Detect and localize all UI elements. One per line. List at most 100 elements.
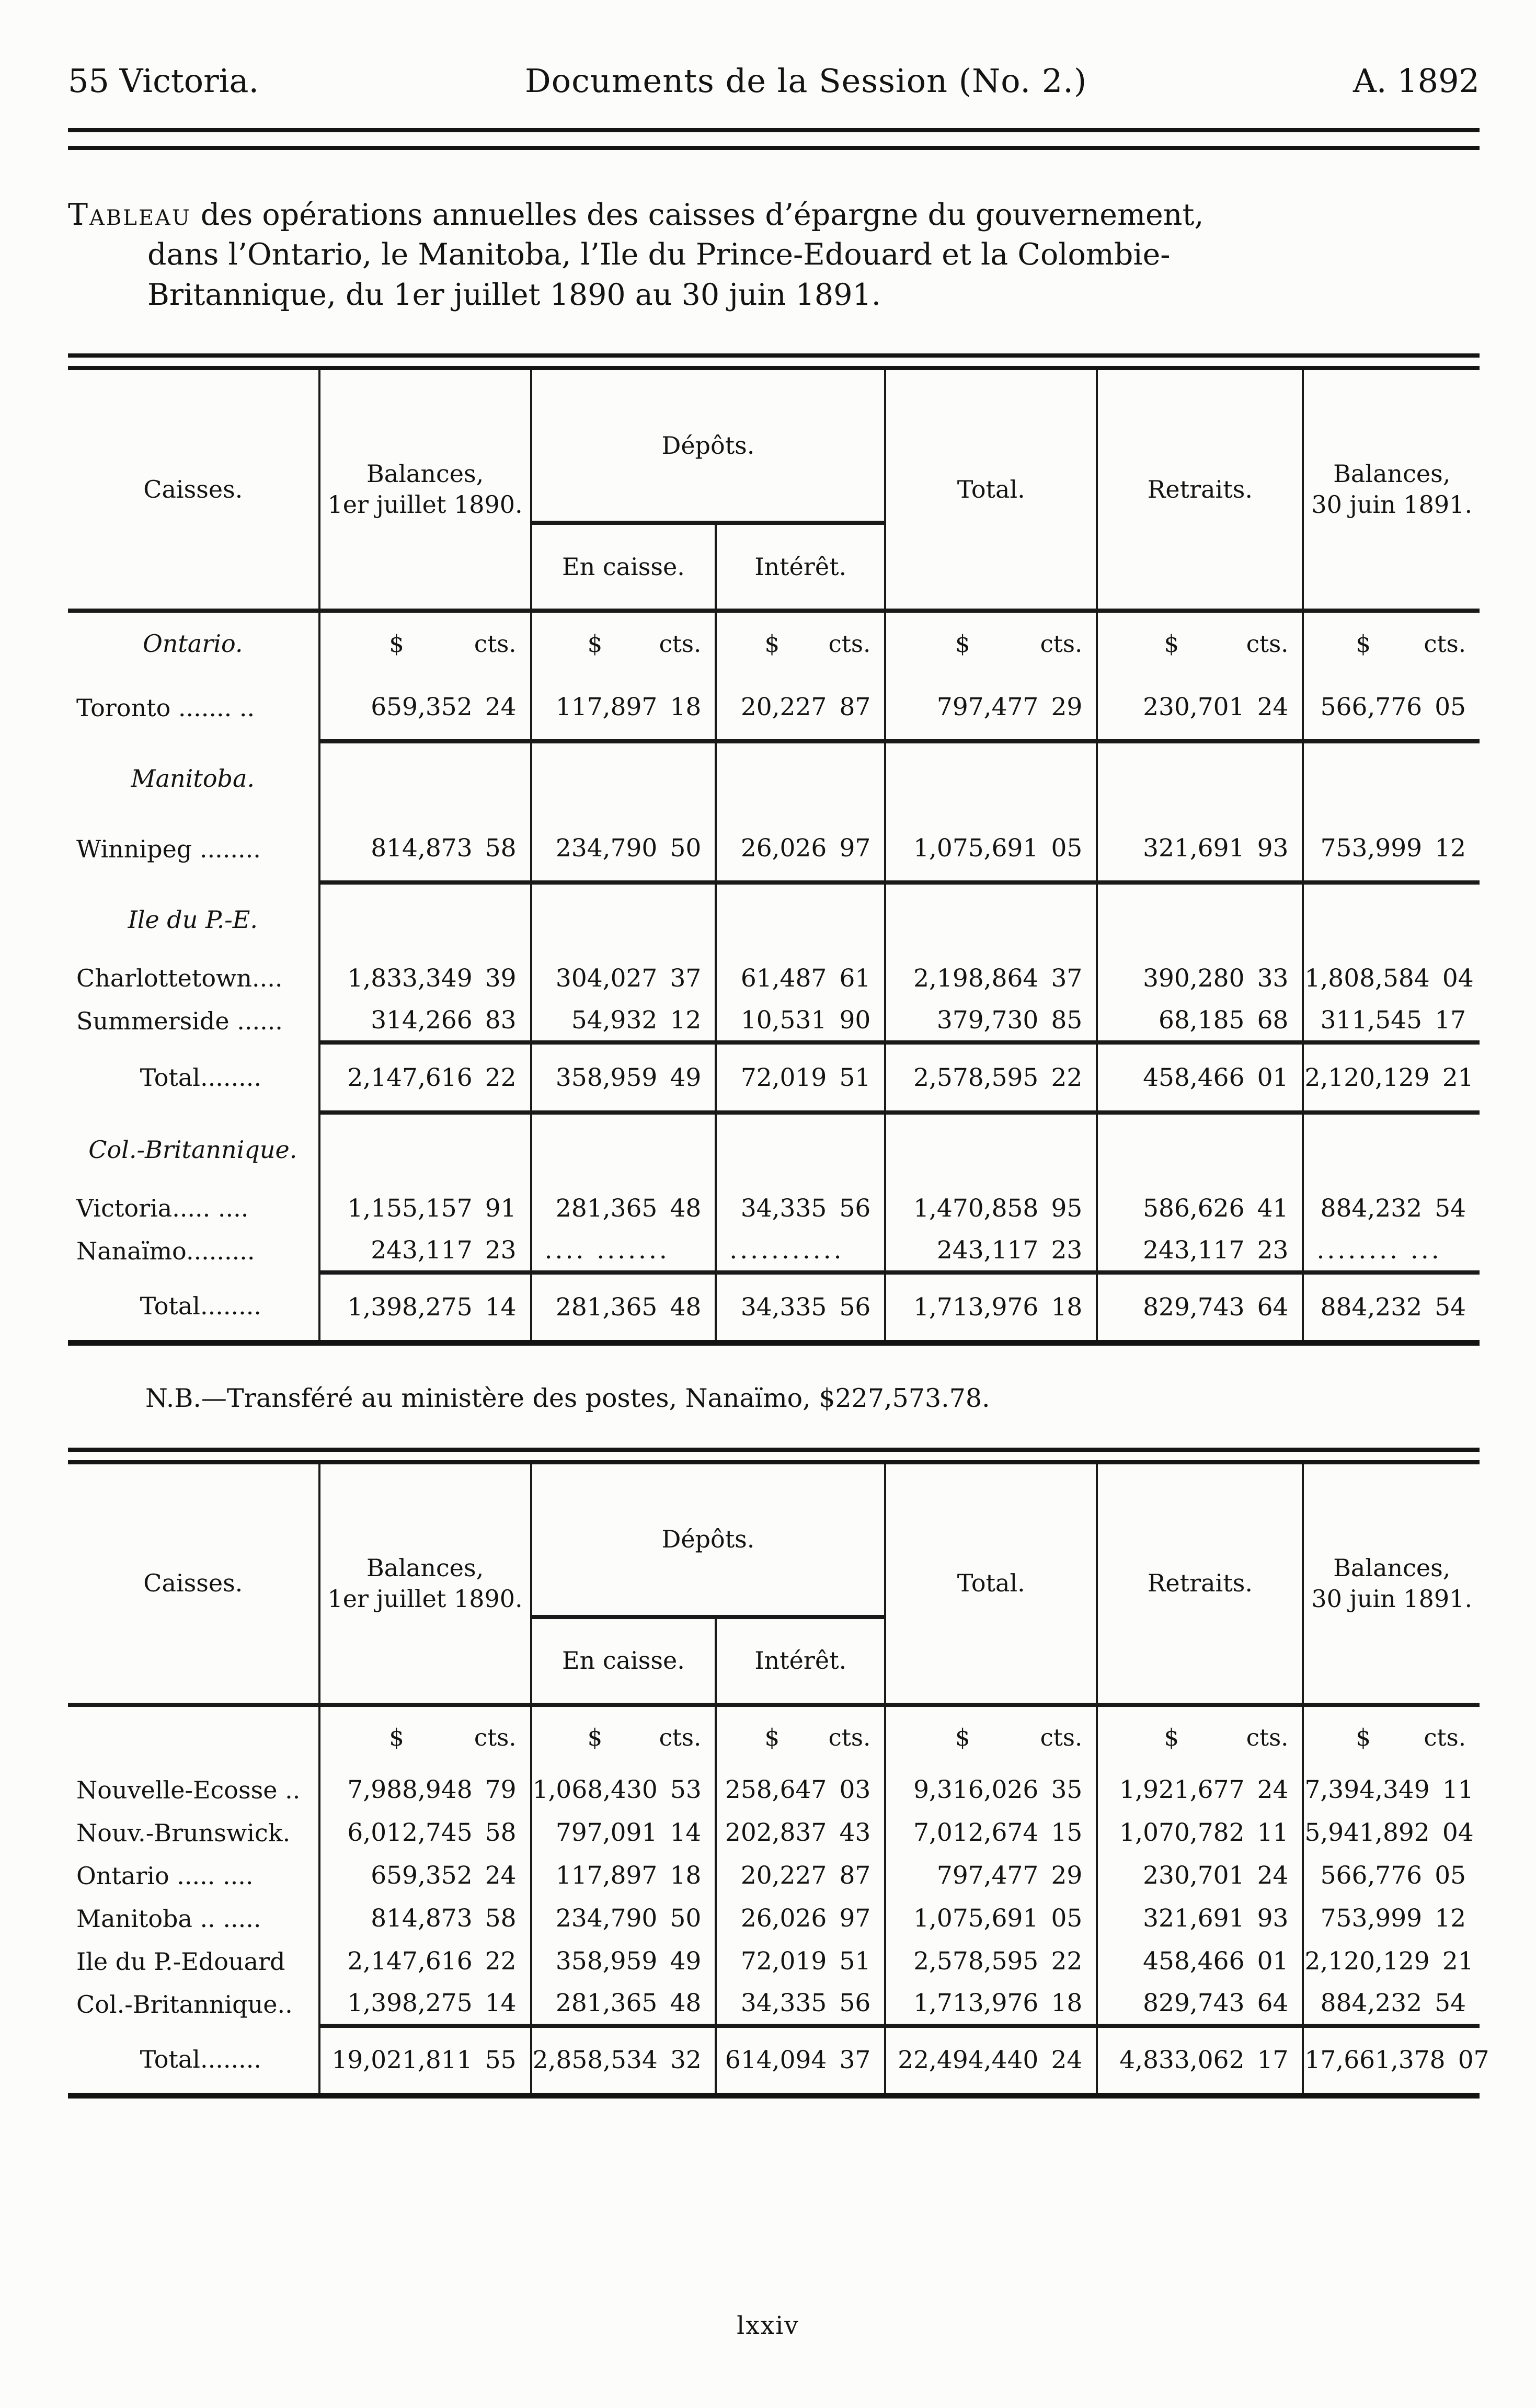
amount-cell: 22,494,440 24 [884,2025,1097,2096]
amount-cents: 97 [839,833,871,863]
amount-dollars: 390,280 [1143,964,1245,993]
row-label: Charlottetown.... [76,964,283,993]
empty-dots-cell: ........... [715,1230,886,1275]
amount-cents: 95 [1051,1194,1083,1223]
amount-dollars: 1,075,691 [913,1904,1039,1933]
amount-cell: 26,026 97 [715,1897,886,1940]
empty-cell [318,1113,531,1187]
amount-dollars: 304,027 [555,964,658,993]
empty-cell [884,741,1097,816]
empty-cell [530,882,716,957]
amount-cents: 54 [1435,1989,1466,2018]
amount-cell: 281,365 48 [530,1187,716,1230]
row-label: Ontario. [143,629,243,658]
amount-dollars: 1,713,976 [913,1989,1039,2018]
amount-cents: 23 [485,1235,517,1265]
amount-dollars: 117,897 [555,692,658,721]
amount-cents: 79 [485,1775,517,1805]
amount-cell: 1,068,430 53 [530,1768,716,1811]
amount-cents: 54 [1435,1292,1466,1322]
amount-dollars: 2,120,129 [1304,1063,1430,1092]
table2-top-rule [68,1447,1480,1464]
money-unit-header-cell: $ cts. [1096,1704,1303,1769]
amount-cell: 1,070,782 11 [1096,1811,1303,1854]
empty-cell [884,882,1097,957]
amount-dollars: 22,494,440 [898,2046,1039,2075]
amount-cell: 753,999 12 [1302,816,1480,885]
amount-cell: 7,394,349 11 [1302,1768,1480,1811]
table-row-victoria: Victoria..... .... 1,155,157 91 281,365 48 34… [68,1187,1480,1230]
amount-cents: 24 [1257,692,1289,721]
amount-dollars: 230,701 [1143,692,1245,721]
amount-cell: 797,477 29 [884,674,1097,744]
amount-dollars: 34,335 [740,1292,827,1322]
amount-dollars: 884,232 [1320,1292,1422,1322]
amount-cell: 797,091 14 [530,1811,716,1854]
row-label: Col.-Britannique.. [76,1990,293,2019]
amount-dollars: 358,959 [555,1947,658,1976]
nb-note: N.B.—Transféré au ministère des postes, … [145,1383,990,1413]
amount-cents: 48 [670,1292,702,1322]
table-row-winnipeg: Winnipeg ........ 814,873 58 234,790 50 26,02… [68,816,1480,885]
amount-cents: 51 [839,1063,871,1092]
amount-cents: 05 [1435,1861,1466,1890]
dollar-sign: $ [1356,629,1371,658]
amount-dollars: 34,335 [740,1194,827,1223]
amount-dollars: 2,858,534 [532,2046,658,2075]
amount-cell: 2,858,534 32 [530,2025,716,2096]
amount-cents: 58 [485,1904,517,1933]
document-title: Tableau des opérations annuelles des cai… [68,195,1480,315]
row-label: Manitoba. [131,764,255,793]
row-label: Winnipeg ........ [76,835,261,864]
amount-cell: 5,941,892 04 [1302,1811,1480,1854]
empty-cell [1096,1113,1303,1187]
amount-cell: 2,120,129 21 [1302,1940,1480,1983]
dollar-sign: $ [955,1724,970,1752]
title-line-3: Britannique, du 1er juillet 1890 au 30 j… [147,277,881,312]
amount-cents: 90 [839,1005,871,1035]
empty-cell [1302,741,1480,816]
money-unit-header-cell: $ cts. [318,1704,531,1769]
amount-dollars: 753,999 [1320,833,1422,863]
amount-cents: 48 [670,1194,702,1223]
cents-label: cts. [474,1724,517,1752]
dollar-sign: $ [587,1724,603,1752]
amount-cents: 12 [1435,1904,1466,1933]
amount-cents: 35 [1051,1775,1083,1805]
table-row-total: Total........ 1,398,275 14 281,365 48 34,335 5… [68,1272,1480,1343]
amount-cents: 39 [485,964,517,993]
amount-cell: 34,335 56 [715,1272,886,1343]
amount-dollars: 26,026 [740,1904,827,1933]
amount-dollars: 358,959 [555,1063,658,1092]
amount-cents: 04 [1442,1818,1474,1848]
row-label: Ile du P.-Edouard [76,1947,285,1976]
row-label: Nouv.-Brunswick. [76,1818,291,1847]
amount-dollars: 321,691 [1143,833,1245,863]
row-label: Total........ [140,1292,261,1321]
amount-dollars: 61,487 [740,964,827,993]
dollar-sign: $ [389,1724,404,1752]
amount-cell: 614,094 37 [715,2025,886,2096]
amount-cents: 24 [485,692,517,721]
amount-cents: 93 [1257,833,1289,863]
amount-cents: 01 [1257,1947,1289,1976]
amount-cents: 87 [839,1861,871,1890]
money-unit-header-cell: $ cts. [884,1704,1097,1769]
amount-cell: 7,012,674 15 [884,1811,1097,1854]
amount-dollars: 6,012,745 [347,1818,473,1848]
amount-cents: 51 [839,1947,871,1976]
amount-cell: 814,873 58 [318,816,531,885]
amount-dollars: 17,661,378 [1304,2046,1446,2075]
amount-cell: 2,578,595 22 [884,1940,1097,1983]
amount-cell: 1,398,275 14 [318,1982,531,2028]
amount-cell: 2,578,595 22 [884,1042,1097,1115]
amount-cell: 68,185 68 [1096,1000,1303,1045]
table-row-ile-du-p-e: Ile du P.-E. [68,882,1480,957]
amount-cents: 23 [1257,1235,1289,1265]
amount-cell: 2,120,129 21 [1302,1042,1480,1115]
table-row-total: Total........ 2,147,616 22 358,959 49 72,019 5… [68,1042,1480,1115]
dollar-sign: $ [389,629,404,658]
amount-dollars: 2,147,616 [347,1947,473,1976]
amount-dollars: 797,477 [936,692,1039,721]
amount-cents: 56 [839,1292,871,1322]
